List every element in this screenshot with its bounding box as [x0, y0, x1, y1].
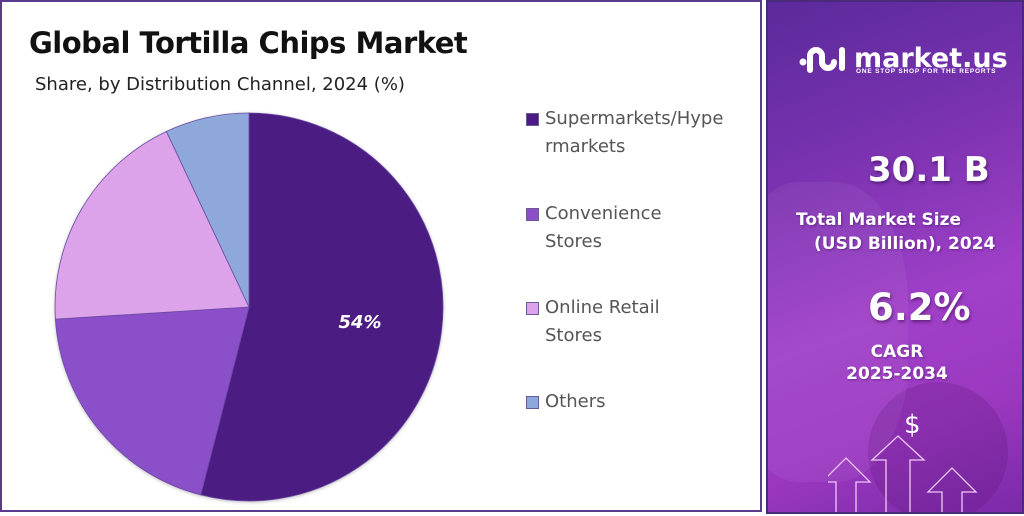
legend-swatch [526, 302, 539, 315]
pie-chart: 54% [54, 112, 444, 502]
legend-label: Convenience Stores [545, 203, 662, 252]
brand-tagline: ONE STOP SHOP FOR THE REPORTS [856, 68, 997, 75]
pie-slice-convenience [54, 306, 250, 496]
dollar-icon: $ [904, 410, 921, 440]
chart-title: Global Tortilla Chips Market [29, 26, 468, 60]
pie-slice-others [165, 112, 250, 308]
legend-swatch [526, 208, 539, 221]
legend-item-online-retail: Online Retail Stores [526, 294, 695, 350]
chart-subtitle: Share, by Distribution Channel, 2024 (%) [35, 74, 405, 95]
cagr-label: CAGR [870, 342, 924, 362]
stats-sidebar: market.us ONE STOP SHOP FOR THE REPORTS … [766, 0, 1024, 514]
market-us-logo-icon [799, 47, 845, 73]
legend-label: Supermarkets/Hypermarkets [545, 108, 724, 157]
market-size-value: 30.1 B [868, 150, 990, 190]
market-size-label-unit: (USD Billion), 2024 [814, 234, 996, 254]
market-size-label: Total Market Size [796, 210, 962, 230]
cagr-value: 6.2% [868, 286, 971, 329]
legend-swatch [526, 113, 539, 126]
legend-item-others: Others [526, 388, 725, 416]
legend-label: Others [545, 391, 606, 412]
chart-panel: Global Tortilla Chips Market Share, by D… [0, 0, 762, 512]
legend-item-supermarkets: Supermarkets/Hypermarkets [526, 105, 725, 161]
background-decoration [768, 182, 908, 482]
brand-logo: market.us [798, 42, 1008, 76]
growth-arrows-icon [828, 435, 978, 512]
legend-label: Online Retail Stores [545, 297, 660, 346]
pie-data-label: 54% [338, 312, 381, 333]
pie-slice-online-retail [54, 130, 250, 320]
legend-item-convenience: Convenience Stores [526, 200, 695, 256]
legend-swatch [526, 396, 539, 409]
pie-slice-supermarkets [200, 112, 444, 502]
cagr-period: 2025-2034 [846, 364, 948, 384]
background-decoration [868, 382, 1008, 512]
brand-name: market.us [854, 43, 1008, 74]
